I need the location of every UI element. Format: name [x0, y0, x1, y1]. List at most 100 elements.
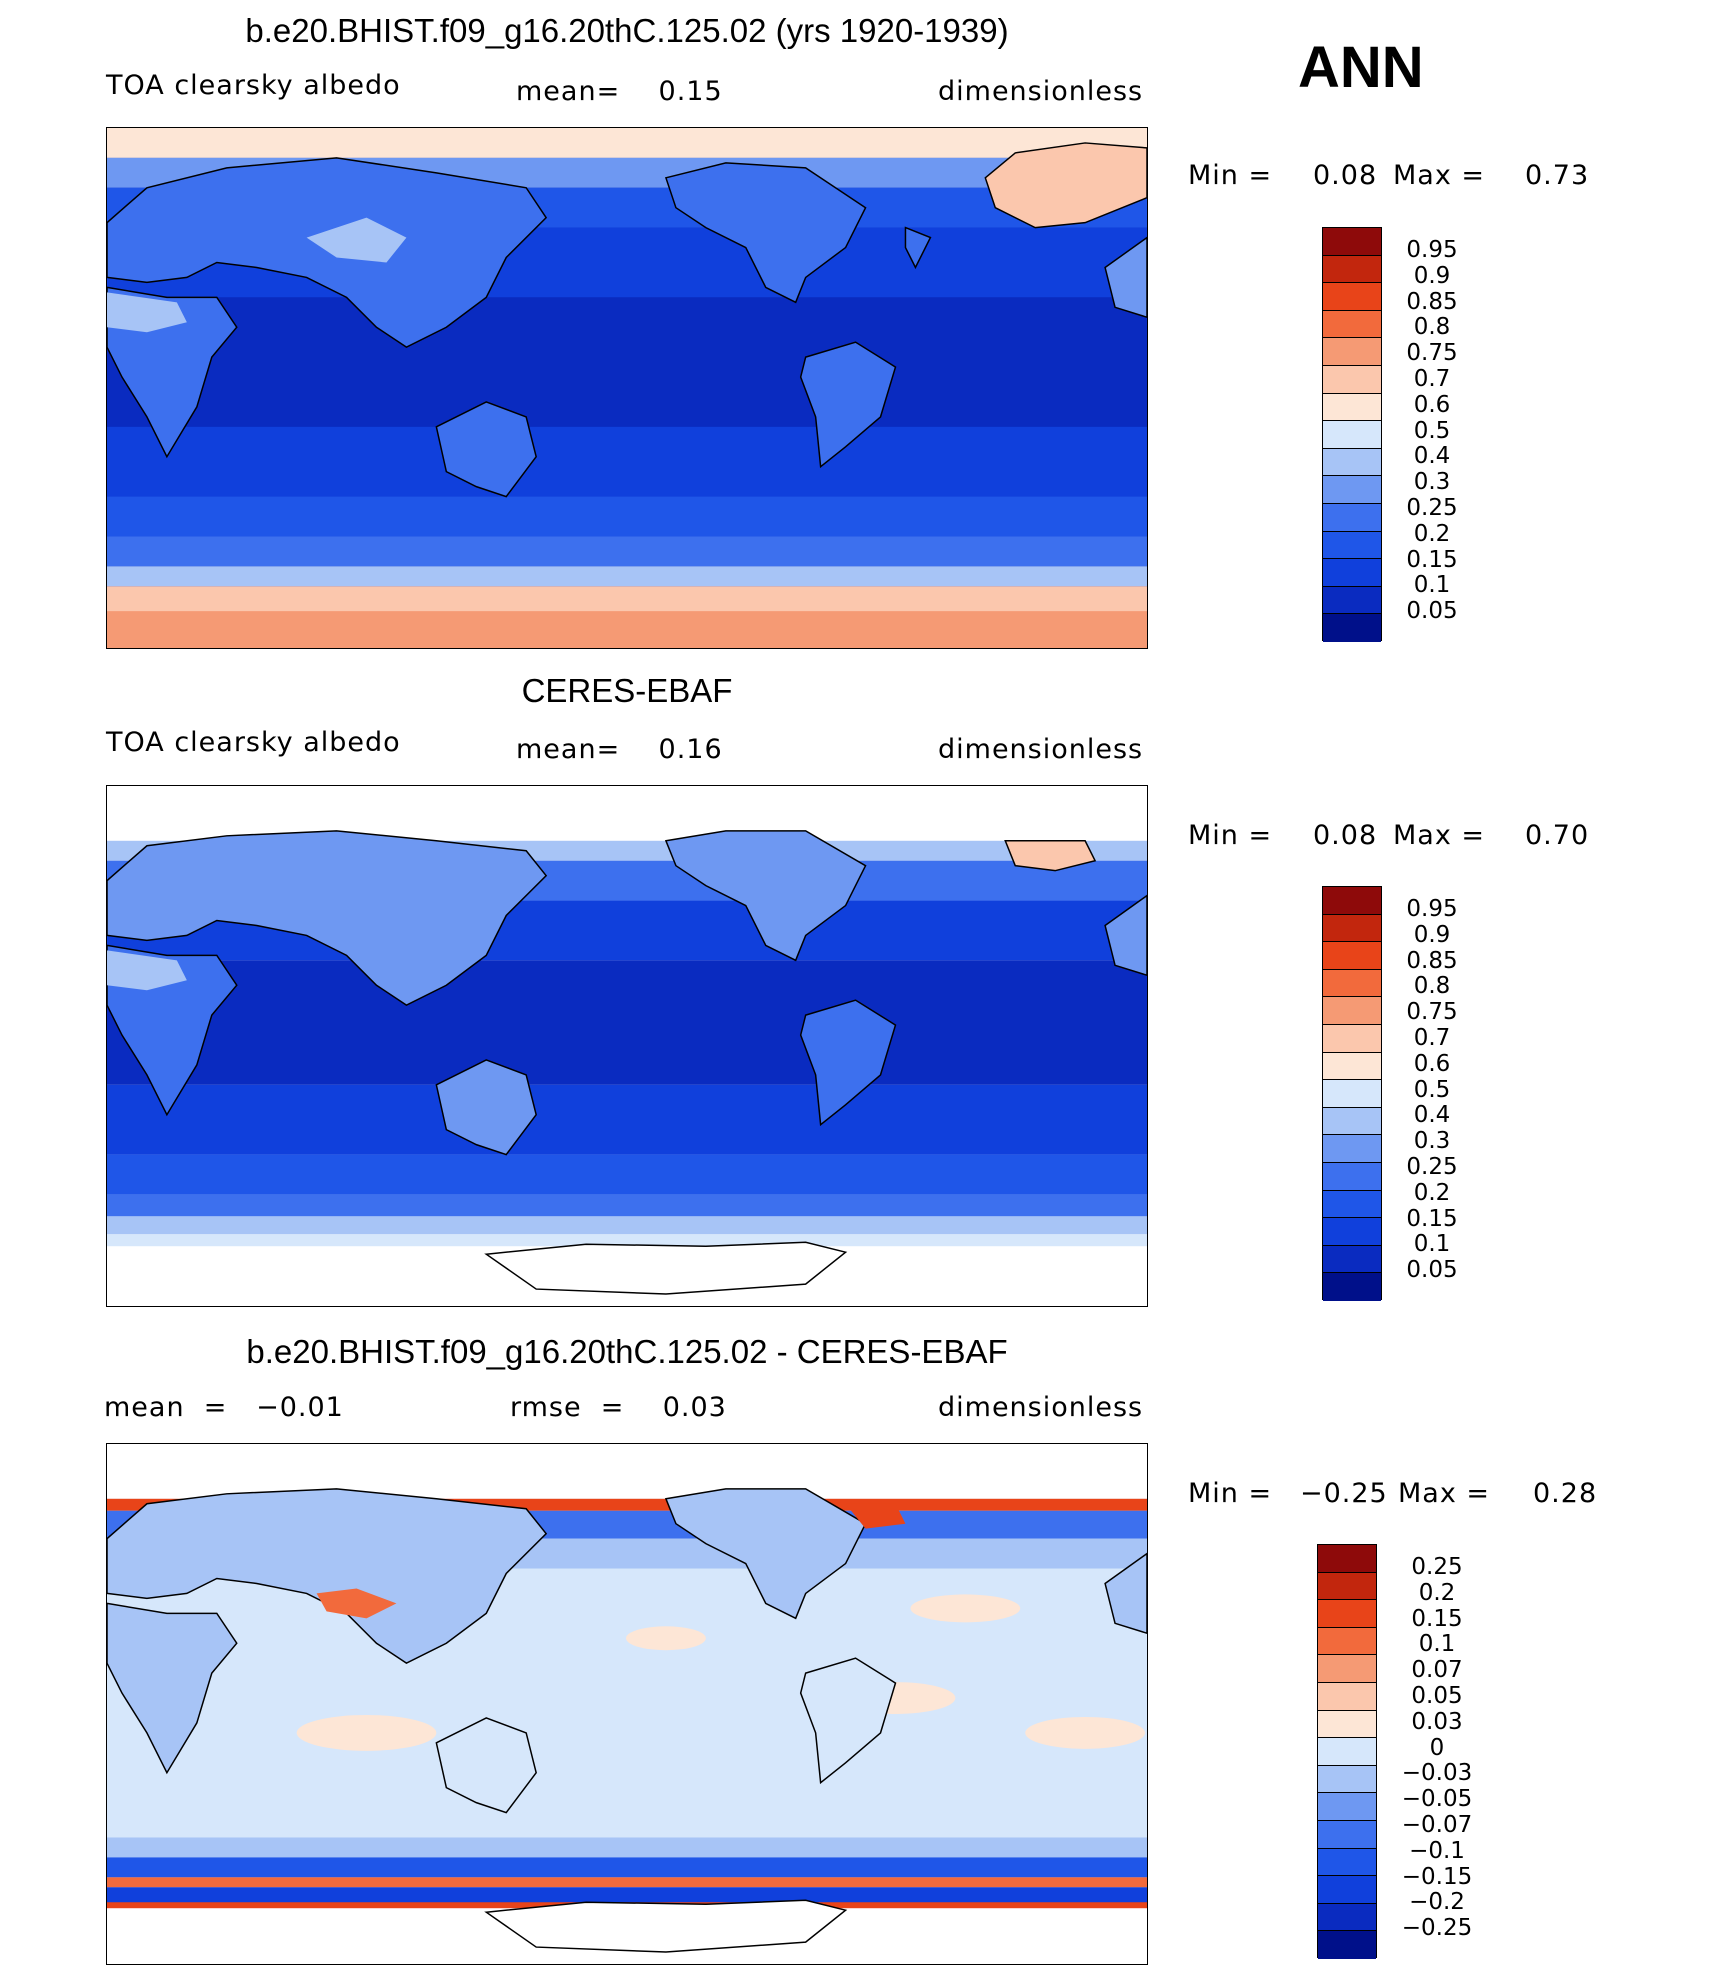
units-label: dimensionless	[938, 734, 1144, 765]
colorbar-tick-label: 0.05	[1411, 1683, 1463, 1709]
colorbar-tick-label: −0.25	[1401, 1915, 1473, 1942]
colorbar-tick-label: 0.9	[1413, 262, 1451, 289]
colorbar-tick-label: 0.05	[1406, 598, 1458, 625]
colorbar-tick-label: −0.03	[1401, 1760, 1473, 1787]
colorbar-swatch	[1323, 1080, 1381, 1108]
colorbar-tick-label: 0.25	[1406, 495, 1458, 521]
rmse-label: rmse = 0.03	[510, 1392, 727, 1423]
colorbar-tick-label: 0.25	[1411, 1554, 1463, 1580]
map-model-svg	[107, 128, 1147, 648]
colorbar-tick-label: 0.6	[1413, 1050, 1451, 1077]
colorbar-swatch	[1318, 1710, 1376, 1739]
max-label: Max =	[1393, 160, 1486, 191]
colorbar-tick-label: 0.6	[1413, 391, 1451, 418]
min-value: 0.08	[1313, 160, 1378, 191]
colorbar-tick-label: 0.5	[1413, 1076, 1451, 1103]
colorbar-tick-label: 0.2	[1418, 1579, 1456, 1606]
units-label: dimensionless	[938, 1392, 1144, 1423]
colorbar-tick-label: 0	[1429, 1734, 1445, 1761]
map-observations-svg	[107, 786, 1147, 1306]
colorbar-tick-label: 0.75	[1406, 340, 1458, 367]
colorbar-swatch	[1323, 503, 1381, 532]
colorbar-tick-label: 0.07	[1411, 1657, 1463, 1684]
min-label: Min =	[1188, 160, 1273, 191]
colorbar-tick-label: 0.15	[1406, 1205, 1458, 1232]
colorbar-tick-label: 0.25	[1406, 1154, 1458, 1180]
colorbar-swatch	[1323, 1107, 1381, 1136]
colorbar-tick-label: −0.1	[1409, 1837, 1465, 1864]
map-observations	[106, 785, 1148, 1307]
colorbar-swatch	[1323, 1273, 1381, 1301]
colorbar-tick-label: 0.2	[1413, 1179, 1451, 1206]
colorbar-swatch	[1318, 1903, 1376, 1932]
colorbar-swatch	[1323, 1218, 1381, 1246]
colorbar-tick-label: 0.1	[1418, 1631, 1456, 1658]
colorbar-tick-label: −0.07	[1401, 1812, 1473, 1838]
colorbar-swatch	[1318, 1738, 1376, 1766]
mean-label: mean = −0.01	[104, 1392, 344, 1423]
colorbar-swatch	[1323, 559, 1381, 587]
colorbar-swatch	[1318, 1820, 1376, 1849]
colorbar-tick-label: 0.85	[1406, 288, 1458, 315]
colorbar-swatch	[1323, 255, 1381, 284]
colorbar-tick-label: 0.7	[1413, 1025, 1451, 1051]
mean-label: mean= 0.15	[516, 76, 723, 107]
colorbar-swatch	[1318, 1545, 1376, 1573]
min-label: Min =	[1188, 1478, 1273, 1509]
colorbar-swatch	[1323, 969, 1381, 998]
min-value: 0.08	[1313, 820, 1378, 851]
colorbar-swatch	[1318, 1931, 1376, 1959]
field-label: TOA clearsky albedo	[106, 70, 401, 101]
map-difference-svg	[107, 1444, 1147, 1964]
map-difference	[106, 1443, 1148, 1965]
colorbar-swatch	[1318, 1682, 1376, 1711]
colorbar-swatch	[1323, 586, 1381, 615]
colorbar-swatch	[1323, 1024, 1381, 1053]
colorbar-swatch	[1323, 614, 1381, 642]
colorbar-swatch	[1318, 1765, 1376, 1794]
field-label: TOA clearsky albedo	[106, 727, 401, 758]
colorbar-tick-label: 0.03	[1411, 1708, 1463, 1735]
colorbar-swatch	[1323, 1190, 1381, 1219]
colorbar-tick-label: 0.4	[1413, 443, 1451, 470]
colorbar-tick-label: 0.1	[1413, 572, 1451, 599]
colorbar-tick-label: 0.75	[1406, 999, 1458, 1026]
colorbar-tick-label: 0.7	[1413, 366, 1451, 392]
colorbar-tick-label: 0.8	[1413, 314, 1451, 341]
max-value: 0.28	[1533, 1478, 1598, 1509]
colorbar-swatch	[1323, 228, 1381, 256]
colorbar-swatch	[1318, 1627, 1376, 1656]
season-label: ANN	[1298, 35, 1424, 100]
colorbar-swatch	[1323, 476, 1381, 504]
colorbar-tick-label: 0.85	[1406, 947, 1458, 974]
colorbar-tick-label: −0.2	[1409, 1889, 1465, 1916]
colorbar-swatch	[1323, 448, 1381, 477]
colorbar-swatch	[1318, 1600, 1376, 1628]
colorbar-swatch	[1318, 1876, 1376, 1904]
colorbar-swatch	[1323, 283, 1381, 311]
colorbar-swatch	[1323, 1135, 1381, 1163]
colorbar-tick-label: 0.95	[1406, 896, 1458, 922]
colorbar-swatch	[1323, 531, 1381, 560]
panel-title: CERES-EBAF	[521, 672, 733, 709]
colorbar-swatch	[1323, 393, 1381, 422]
colorbar-swatch	[1323, 914, 1381, 943]
colorbar-tick-label: 0.15	[1406, 546, 1458, 573]
colorbar-tick-label: 0.95	[1406, 237, 1458, 263]
min-value: −0.25	[1300, 1478, 1388, 1509]
colorbar-tick-label: 0.9	[1413, 921, 1451, 948]
colorbar-tick-label: 0.3	[1413, 1128, 1451, 1155]
colorbar-swatch	[1323, 942, 1381, 970]
colorbar-swatch	[1323, 887, 1381, 915]
colorbar-swatch	[1318, 1848, 1376, 1877]
colorbar-tick-label: 0.2	[1413, 520, 1451, 547]
colorbar-tick-label: 0.05	[1406, 1257, 1458, 1284]
colorbar-swatch	[1323, 1052, 1381, 1081]
colorbar-tick-label: −0.05	[1401, 1786, 1473, 1813]
colorbar-swatch	[1323, 997, 1381, 1025]
units-label: dimensionless	[938, 76, 1144, 107]
colorbar	[1322, 227, 1382, 642]
colorbar-swatch	[1318, 1572, 1376, 1601]
map-model	[106, 127, 1148, 649]
min-label: Min =	[1188, 820, 1273, 851]
